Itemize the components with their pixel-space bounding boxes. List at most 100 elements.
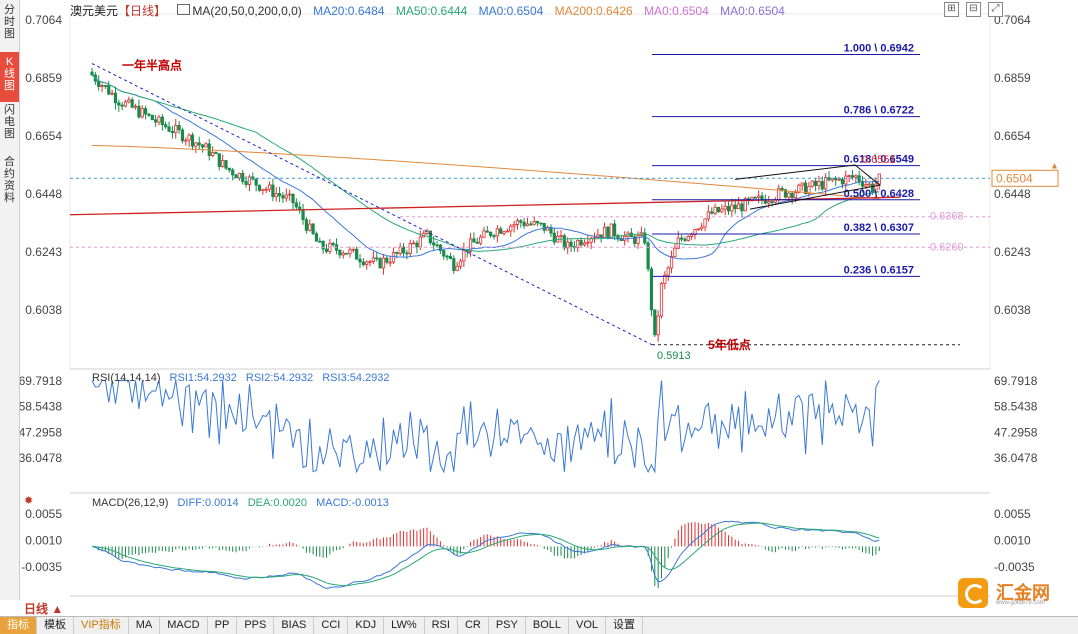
toolbar-item-4[interactable]: MACD <box>160 617 208 634</box>
candle-body <box>462 248 466 262</box>
candle-body <box>482 230 486 238</box>
candle-body <box>515 220 520 225</box>
candle-body <box>174 125 178 133</box>
candle-body <box>495 228 499 237</box>
toolbar-item-11[interactable]: RSI <box>425 617 458 634</box>
candle-body <box>743 198 747 212</box>
ma20-value: MA20:0.6484 <box>313 4 385 18</box>
tab-kline[interactable]: K 线 图 <box>0 52 19 102</box>
candle-body <box>559 235 563 238</box>
split-icon[interactable]: ⊟ <box>966 2 981 17</box>
fullscreen-icon[interactable]: ⤢ <box>988 2 1003 17</box>
five-year-low-label: 5年低点 <box>708 337 751 352</box>
rsi-title: RSI(14,14,14) <box>92 372 161 384</box>
expand-icon[interactable]: ⊞ <box>944 2 959 17</box>
candle-body <box>210 152 215 156</box>
macd-tick-left: -0.0035 <box>21 560 62 574</box>
candle-body <box>415 242 419 248</box>
rsi-tick-left: 36.0478 <box>20 451 62 465</box>
candle-body <box>365 261 369 265</box>
candle-body <box>790 192 794 199</box>
toolbar-item-9[interactable]: KDJ <box>348 617 385 634</box>
candle-body <box>609 223 613 238</box>
candle-body <box>659 283 664 317</box>
ma50-value: MA50:0.6444 <box>395 4 468 18</box>
candle-body <box>110 92 114 95</box>
candle-body <box>234 174 238 179</box>
candle-body <box>800 182 804 186</box>
toolbar-item-7[interactable]: BIAS <box>274 617 315 634</box>
toolbar-item-16[interactable]: 设置 <box>606 617 644 634</box>
low-value-label: 0.5913 <box>657 350 691 362</box>
current-price-box <box>991 169 1059 187</box>
rsi-tick-left: 69.7918 <box>20 374 62 388</box>
candle-body <box>696 228 700 231</box>
candle-body <box>184 139 188 142</box>
price-tick-left: 0.6038 <box>25 303 62 317</box>
rsi-tick-left: 47.2958 <box>20 425 62 439</box>
candle-body <box>817 181 821 186</box>
toolbar-item-14[interactable]: BOLL <box>526 617 569 634</box>
candle-body <box>797 184 801 193</box>
toolbar-item-0[interactable]: 指标 <box>0 617 37 634</box>
toolbar-item-5[interactable]: PP <box>208 617 238 634</box>
candle-body <box>783 189 788 198</box>
fib-label-0: 1.000 \ 0.6942 <box>844 42 914 54</box>
macd-tick-right: 0.0055 <box>994 507 1031 521</box>
candle-body <box>850 175 855 178</box>
chart-area[interactable]: 0.7064 0.7064 0.6859 0.6859 0.6654 0.6654 0.64… <box>19 0 1078 613</box>
toolbar-item-1[interactable]: 模板 <box>37 617 74 634</box>
toolbar-item-12[interactable]: CR <box>458 617 489 634</box>
candle-body <box>378 258 382 269</box>
candle-body <box>351 248 355 251</box>
toolbar-item-2[interactable]: VIP指标 <box>74 617 129 634</box>
candle-body <box>127 99 131 103</box>
rsi2-value: RSI2:54.2932 <box>245 372 314 384</box>
ma-settings-icon[interactable] <box>177 4 191 15</box>
ma-params[interactable]: MA(20,50,0,200,0,0) <box>192 4 302 18</box>
candle-body <box>381 257 386 269</box>
tab-timeshare[interactable]: 分 时 图 <box>4 4 15 40</box>
candle-body <box>425 230 429 234</box>
candle-body <box>723 205 727 210</box>
candle-body <box>277 193 282 197</box>
candle-body <box>468 238 473 252</box>
candle-body <box>308 223 312 231</box>
tab-flash[interactable]: 闪 电 图 <box>4 104 15 140</box>
candle-body <box>877 173 881 185</box>
candle-body <box>197 142 201 146</box>
toolbar-item-8[interactable]: CCI <box>314 617 349 634</box>
candle-body <box>576 240 580 249</box>
tab-contract-info[interactable]: 合 约 资 料 <box>4 156 15 204</box>
rsi-header: RSI(14,14,14) RSI1:54.2932 RSI2:54.2932 … <box>92 372 396 384</box>
candle-body <box>368 261 372 263</box>
candle-body <box>274 193 278 198</box>
toolbar-item-6[interactable]: PPS <box>237 617 275 634</box>
candle-body <box>824 177 828 190</box>
current-price-marker-icon: ▲ <box>1050 160 1059 170</box>
candle-body <box>324 248 329 252</box>
candle-body <box>492 235 496 238</box>
main-chart-header: 澳元美元【日线】 MA(20,50,0,200,0,0) MA20:0.6484… <box>70 2 793 19</box>
candle-body <box>100 85 104 87</box>
rsi1-value: RSI1:54.2932 <box>169 372 237 384</box>
candle-body <box>224 160 228 169</box>
candle-body <box>107 85 111 95</box>
candle-body <box>529 223 533 226</box>
toolbar-item-13[interactable]: PSY <box>489 617 526 634</box>
candle-body <box>117 102 121 106</box>
candle-body <box>227 167 231 171</box>
candle-body <box>566 241 570 249</box>
candle-body <box>385 257 389 263</box>
toolbar-item-3[interactable]: MA <box>129 617 161 634</box>
toolbar-item-15[interactable]: VOL <box>569 617 607 634</box>
candle-body <box>844 175 848 185</box>
indicator-toolbar: 指标 模板 VIP指标 MA MACD PP PPS BIAS CCI KDJ LW% RSI CR PS… <box>0 616 1078 634</box>
toolbar-item-10[interactable]: LW% <box>384 617 425 634</box>
candle-body <box>780 188 784 191</box>
kline-chart-svg[interactable]: 0.7064 0.7064 0.6859 0.6859 0.6654 0.6654 0.64… <box>19 0 1078 613</box>
period-selector[interactable]: 日线 ▲ <box>24 602 64 616</box>
candle-body <box>532 221 536 225</box>
macd-tick-right: 0.0010 <box>994 534 1031 548</box>
candle-body <box>693 229 697 235</box>
